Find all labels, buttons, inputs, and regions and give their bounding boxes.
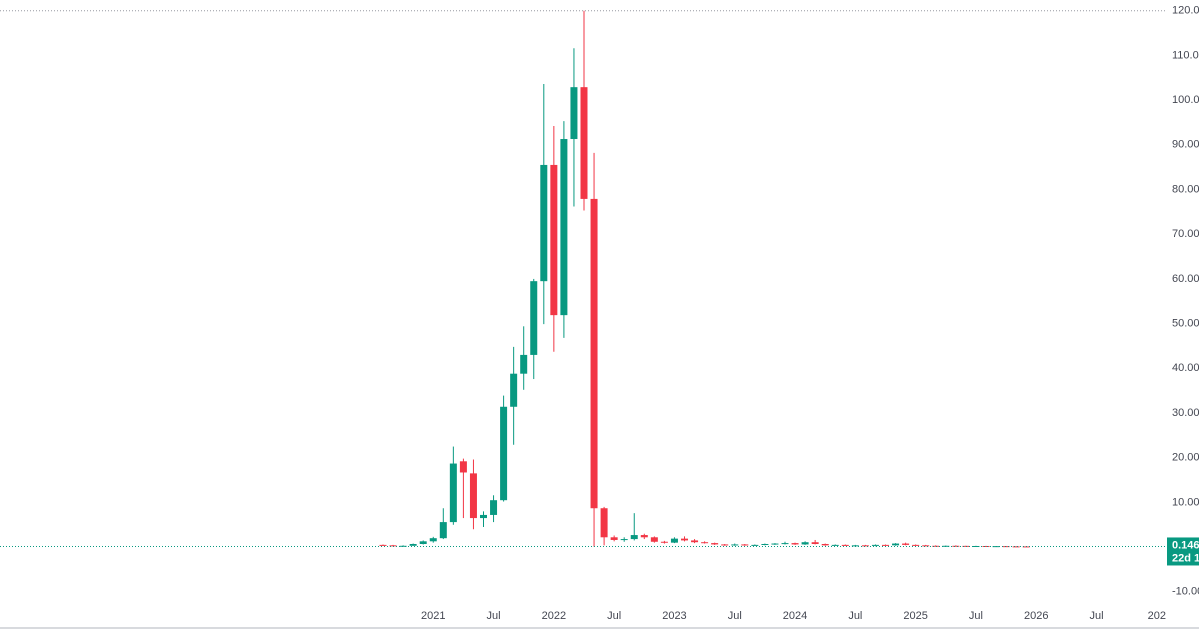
candle-body — [670, 538, 678, 543]
candle-body — [429, 538, 437, 542]
candle-body — [701, 542, 709, 544]
candle-body — [570, 87, 578, 140]
candle-body — [1012, 546, 1020, 548]
candle-body — [721, 544, 729, 546]
x-tick-label: Jul — [487, 610, 501, 622]
candle-body — [650, 537, 658, 542]
y-tick-label: 60.00 — [1172, 273, 1199, 285]
x-tick-label: Jul — [1090, 610, 1104, 622]
candle-body — [610, 537, 618, 540]
y-tick-label: 10.00 — [1172, 496, 1199, 508]
candle-body — [821, 543, 829, 546]
candle-body — [912, 544, 920, 546]
candle-body — [630, 535, 638, 540]
y-tick-label: 120.00 — [1172, 5, 1199, 17]
y-tick-label: 50.00 — [1172, 318, 1199, 330]
candle-body — [510, 373, 518, 407]
last-price-box — [1167, 537, 1199, 566]
y-tick-label: 90.00 — [1172, 139, 1199, 151]
candle-body — [932, 545, 940, 547]
candle-body — [841, 544, 849, 546]
candle-body — [480, 514, 487, 519]
x-tick-label: 202 — [1148, 610, 1166, 622]
x-tick-label: 2023 — [662, 610, 686, 622]
candle-body — [439, 522, 447, 539]
y-tick-label: 80.00 — [1172, 183, 1199, 195]
candle-body — [419, 541, 427, 544]
candle-body — [580, 87, 588, 199]
candle-body — [851, 545, 859, 547]
candle-body — [550, 164, 558, 316]
x-tick-label: 2021 — [421, 610, 445, 622]
x-tick-label: 2024 — [783, 610, 807, 622]
candle-body — [560, 139, 568, 316]
candle-body — [530, 281, 538, 355]
candle-body — [861, 545, 869, 547]
y-tick-label: 20.00 — [1172, 452, 1199, 464]
candle-body — [952, 545, 960, 547]
x-tick-label: 2025 — [903, 610, 927, 622]
candle-body — [520, 354, 528, 374]
x-tick-label: Jul — [607, 610, 621, 622]
candle-body — [791, 543, 799, 545]
x-tick-label: 2022 — [542, 610, 566, 622]
y-tick-label: 100.00 — [1172, 94, 1199, 106]
y-tick-label: 40.00 — [1172, 362, 1199, 374]
candle-body — [620, 539, 628, 541]
candle-body — [962, 545, 970, 547]
candle-body — [449, 463, 457, 523]
candle-body — [922, 545, 930, 547]
candle-body — [801, 542, 809, 545]
y-tick-label: 110.00 — [1172, 49, 1199, 61]
candle-body — [1002, 546, 1010, 548]
x-tick-label: Jul — [728, 610, 742, 622]
candle-body — [982, 546, 990, 548]
candle-body — [459, 461, 467, 473]
candle-body — [711, 543, 719, 545]
candle-body — [871, 544, 879, 546]
candle-body — [409, 543, 417, 546]
candle-body — [681, 538, 688, 541]
candle-body — [811, 542, 819, 544]
candle-body — [640, 535, 648, 538]
candle-body — [399, 545, 407, 547]
y-tick-label: 70.00 — [1172, 228, 1199, 240]
countdown-text: 22d 1 — [1172, 552, 1199, 564]
candle-body — [691, 540, 699, 543]
candle-body — [882, 544, 889, 546]
candle-body — [469, 473, 477, 519]
candle-body — [892, 543, 900, 546]
candle-body — [761, 543, 769, 545]
x-tick-label: Jul — [848, 610, 862, 622]
candle-body — [500, 406, 508, 501]
last-price-text: 0.146 — [1172, 539, 1199, 551]
candle-body — [590, 198, 598, 509]
candle-body — [389, 545, 397, 547]
x-tick-label: Jul — [969, 610, 983, 622]
candle-body — [771, 543, 779, 545]
y-tick-label: -10.00 — [1172, 586, 1199, 598]
candle-body — [902, 543, 910, 545]
candle-body — [831, 544, 839, 546]
candle-body — [741, 544, 749, 546]
candle-body — [781, 543, 789, 545]
candle-body — [660, 541, 668, 543]
candle-body — [731, 544, 739, 546]
x-tick-label: 2026 — [1024, 610, 1048, 622]
candle-body — [600, 508, 608, 538]
candle-body — [379, 544, 387, 546]
candle-body — [540, 164, 548, 282]
y-tick-label: 30.00 — [1172, 407, 1199, 419]
candle-body — [751, 544, 759, 546]
candle-body — [490, 500, 498, 515]
